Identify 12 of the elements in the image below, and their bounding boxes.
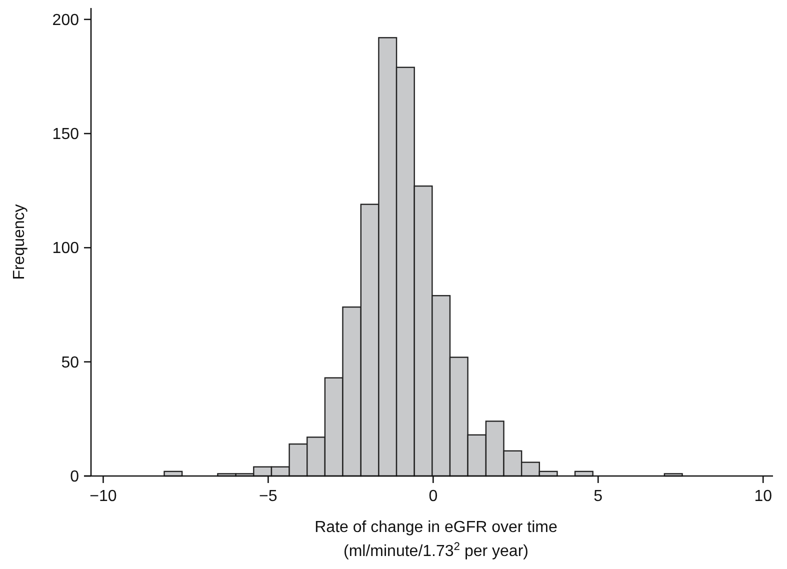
x-tick-label: 5 [594, 488, 603, 505]
x-tick-label: −5 [259, 488, 278, 505]
x-axis-title: Rate of change in eGFR over time (ml/minute/1.73$^{2}$ per year) [314, 519, 558, 560]
y-tick-label: 200 [52, 12, 80, 29]
y-tick-label: 100 [52, 240, 80, 258]
y-tick-label: 150 [52, 126, 80, 144]
y-tick-label: 0 [70, 468, 80, 486]
x-tick-label: −10 [90, 488, 117, 505]
x-tick-label: 0 [428, 488, 438, 505]
y-axis-title: Frequency [11, 204, 28, 280]
x-tick-label: 10 [754, 488, 772, 505]
y-tick-label: 50 [61, 354, 80, 372]
